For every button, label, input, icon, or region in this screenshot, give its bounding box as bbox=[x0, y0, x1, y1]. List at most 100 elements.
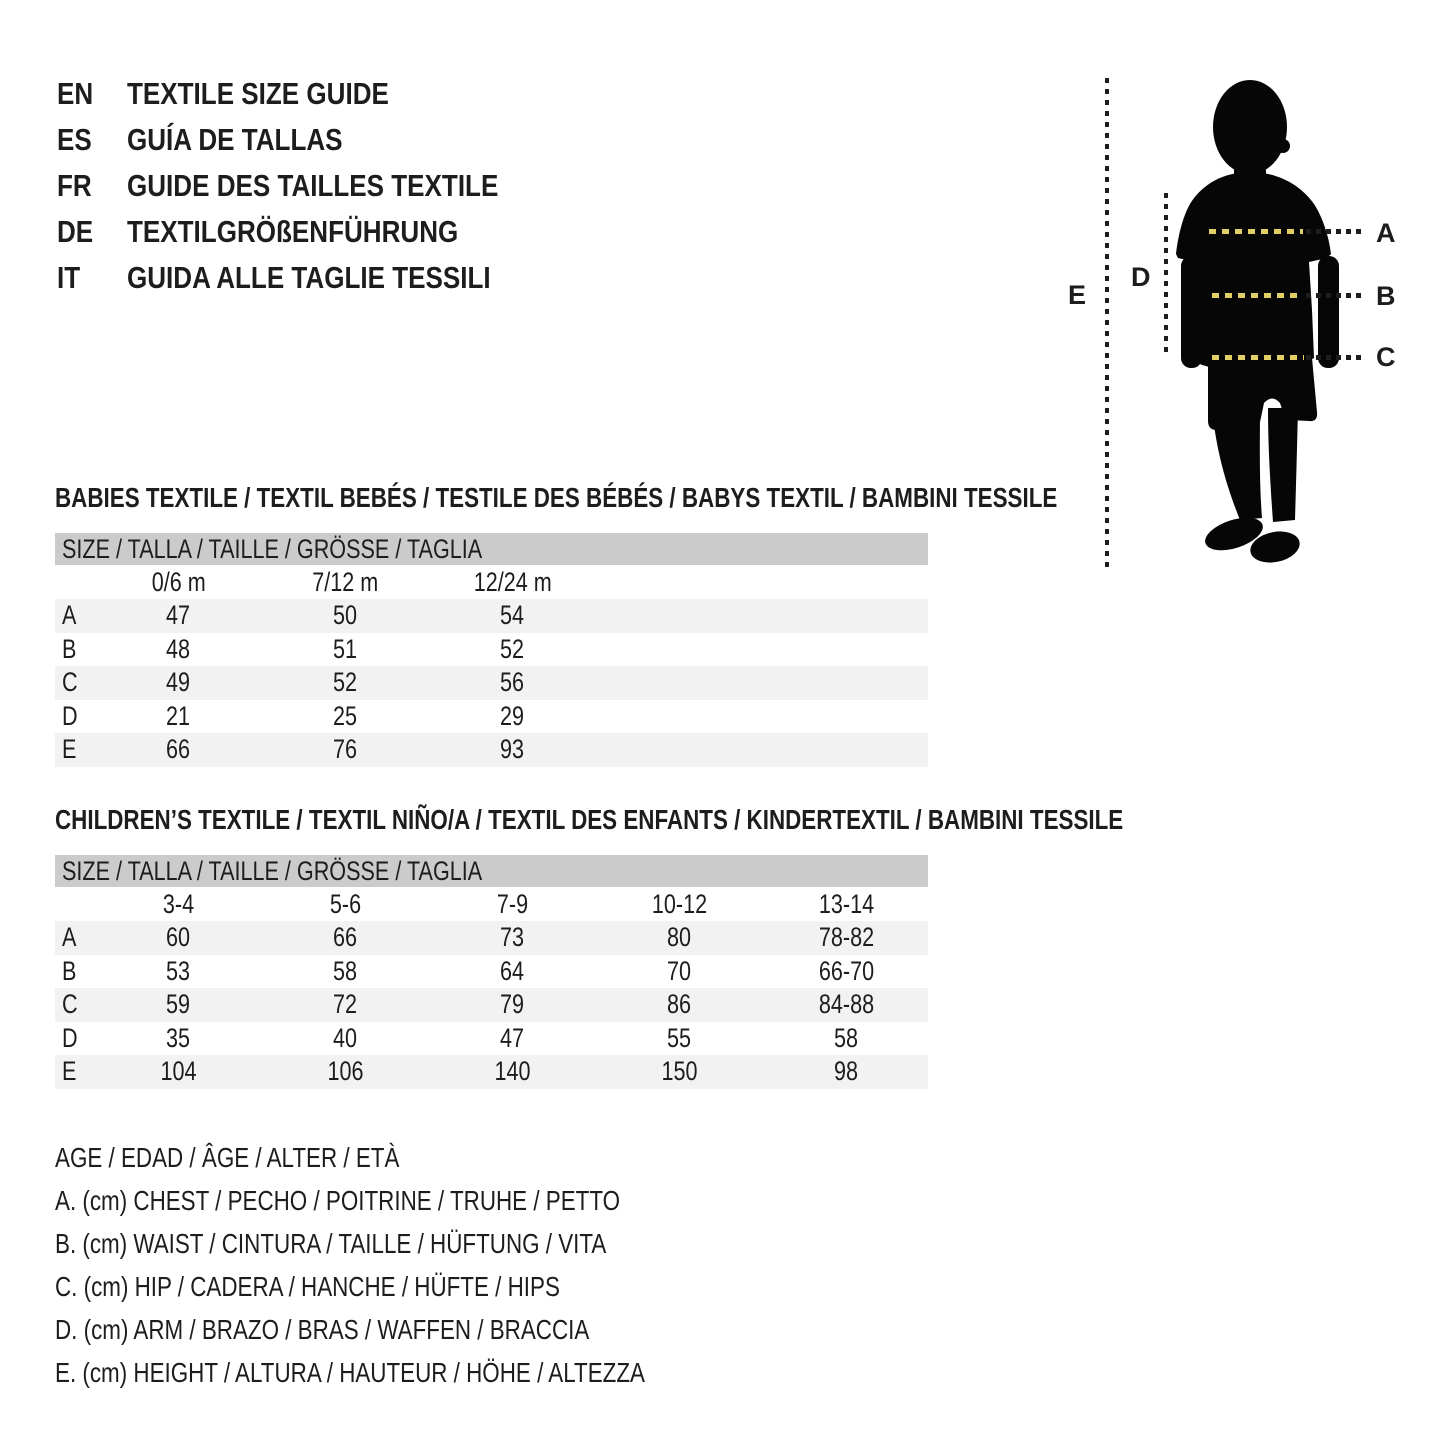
size-value-text: 98 bbox=[834, 1056, 859, 1087]
language-code: DE bbox=[57, 214, 127, 250]
size-value-text: 55 bbox=[667, 1022, 692, 1053]
size-value-text: 40 bbox=[333, 1022, 358, 1053]
guide-title-text: GUÍA DE TALLAS bbox=[127, 122, 343, 157]
silhouette-right-shoe bbox=[1250, 531, 1300, 563]
size-value: 64 bbox=[429, 956, 596, 987]
size-value: 29 bbox=[429, 701, 596, 732]
language-code: ES bbox=[57, 122, 127, 158]
column-header: 10-12 bbox=[596, 889, 763, 920]
size-value: 150 bbox=[596, 1056, 763, 1087]
column-header-text: 3-4 bbox=[162, 888, 195, 919]
waist-measure-dash-yellow bbox=[1212, 293, 1300, 298]
table-row: C 49 52 56 bbox=[55, 666, 928, 700]
size-value: 86 bbox=[596, 989, 763, 1020]
size-value: 72 bbox=[262, 989, 429, 1020]
guide-title: TEXTILGRÖßENFÜHRUNG bbox=[127, 214, 521, 250]
size-value: 21 bbox=[95, 701, 262, 732]
child-silhouette-figure bbox=[1176, 80, 1339, 563]
row-label-text: B bbox=[62, 633, 77, 664]
column-header-row: 0/6 m 7/12 m 12/24 m bbox=[55, 565, 928, 599]
column-header-text: 7-9 bbox=[496, 888, 529, 919]
size-value-text: 54 bbox=[500, 600, 525, 631]
measurement-legend: AGE / EDAD / ÂGE / ALTER / ETÀ A. (cm) CH… bbox=[55, 1136, 792, 1394]
language-code-text: DE bbox=[57, 214, 94, 249]
measure-label-b: B bbox=[1376, 281, 1396, 311]
size-value-text: 104 bbox=[160, 1056, 197, 1087]
silhouette-head bbox=[1213, 80, 1287, 174]
row-label-text: C bbox=[62, 989, 78, 1020]
table-row: D 35 40 47 55 58 bbox=[55, 1022, 928, 1056]
size-value: 52 bbox=[262, 667, 429, 698]
size-value-text: 49 bbox=[166, 667, 191, 698]
size-value: 70 bbox=[596, 956, 763, 987]
guide-title-text: GUIDA ALLE TAGLIE TESSILI bbox=[127, 260, 491, 295]
title-block: EN TEXTILE SIZE GUIDE ES GUÍA DE TALLAS FR GU… bbox=[57, 71, 569, 301]
size-value: 40 bbox=[262, 1023, 429, 1054]
size-value: 58 bbox=[763, 1023, 930, 1054]
column-header: 7-9 bbox=[429, 889, 596, 920]
size-value: 53 bbox=[95, 956, 262, 987]
arm-measure-line-d bbox=[1164, 193, 1168, 353]
row-label: D bbox=[55, 701, 95, 732]
size-value-text: 60 bbox=[166, 922, 191, 953]
legend-line: D. (cm) ARM / BRAZO / BRAS / WAFFEN / BR… bbox=[55, 1308, 792, 1351]
babies-section-title-text: BABIES TEXTILE / TEXTIL BEBÉS / TESTILE … bbox=[55, 482, 1058, 513]
size-value-text: 80 bbox=[667, 922, 692, 953]
chest-measure-dash-yellow bbox=[1209, 229, 1303, 234]
table-row: D 21 25 29 bbox=[55, 700, 928, 734]
size-value: 47 bbox=[429, 1023, 596, 1054]
row-label: B bbox=[55, 956, 95, 987]
babies-size-table: SIZE / TALLA / TAILLE / GRÖSSE / TAGLIA 0… bbox=[55, 533, 928, 767]
waist-measure-dash-black bbox=[1306, 293, 1362, 298]
measure-label-e: E bbox=[1068, 280, 1087, 310]
legend-line: AGE / EDAD / ÂGE / ALTER / ETÀ bbox=[55, 1136, 792, 1179]
row-label: E bbox=[55, 734, 95, 765]
size-value: 48 bbox=[95, 634, 262, 665]
size-value: 140 bbox=[429, 1056, 596, 1087]
size-header-band-text: SIZE / TALLA / TAILLE / GRÖSSE / TAGLIA bbox=[62, 533, 483, 564]
silhouette-ear bbox=[1276, 139, 1290, 153]
title-row: ES GUÍA DE TALLAS bbox=[57, 117, 569, 163]
size-value: 52 bbox=[429, 634, 596, 665]
title-row: DE TEXTILGRÖßENFÜHRUNG bbox=[57, 209, 569, 255]
size-value: 47 bbox=[95, 600, 262, 631]
size-value-text: 35 bbox=[166, 1022, 191, 1053]
row-label: D bbox=[55, 1023, 95, 1054]
language-code: EN bbox=[57, 76, 127, 112]
table-row: B 53 58 64 70 66-70 bbox=[55, 955, 928, 989]
size-value-text: 79 bbox=[500, 989, 525, 1020]
column-header: 13-14 bbox=[763, 889, 930, 920]
column-header: 3-4 bbox=[95, 889, 262, 920]
size-value: 79 bbox=[429, 989, 596, 1020]
column-header-text: 7/12 m bbox=[312, 566, 379, 597]
silhouette-right-arm bbox=[1318, 256, 1339, 368]
size-value: 51 bbox=[262, 634, 429, 665]
guide-title-text: TEXTILE SIZE GUIDE bbox=[127, 76, 389, 111]
size-value: 66 bbox=[95, 734, 262, 765]
row-label: C bbox=[55, 667, 95, 698]
size-value: 66 bbox=[262, 922, 429, 953]
size-value-text: 150 bbox=[661, 1056, 698, 1087]
row-label-text: A bbox=[62, 922, 77, 953]
guide-title-text: GUIDE DES TAILLES TEXTILE bbox=[127, 168, 499, 203]
column-header: 12/24 m bbox=[429, 567, 596, 598]
column-header: 5-6 bbox=[262, 889, 429, 920]
children-section-title: CHILDREN’S TEXTILE / TEXTIL NIÑO/A / TEX… bbox=[55, 804, 1390, 836]
guide-title-text: TEXTILGRÖßENFÜHRUNG bbox=[127, 214, 459, 249]
row-label: A bbox=[55, 922, 95, 953]
legend-line-text: AGE / EDAD / ÂGE / ALTER / ETÀ bbox=[55, 1141, 400, 1173]
row-label: E bbox=[55, 1056, 95, 1087]
size-value-text: 47 bbox=[166, 600, 191, 631]
size-value: 80 bbox=[596, 922, 763, 953]
size-value-text: 64 bbox=[500, 955, 525, 986]
guide-title: TEXTILE SIZE GUIDE bbox=[127, 76, 439, 112]
legend-line-text: A. (cm) CHEST / PECHO / POITRINE / TRUHE… bbox=[55, 1184, 621, 1216]
size-value-text: 29 bbox=[500, 700, 525, 731]
size-value-text: 56 bbox=[500, 667, 525, 698]
measure-label-d: D bbox=[1131, 262, 1151, 292]
guide-title: GUIDA ALLE TAGLIE TESSILI bbox=[127, 260, 560, 296]
row-label: B bbox=[55, 634, 95, 665]
table-row: A 47 50 54 bbox=[55, 599, 928, 633]
size-value: 73 bbox=[429, 922, 596, 953]
size-value-text: 93 bbox=[500, 734, 525, 765]
